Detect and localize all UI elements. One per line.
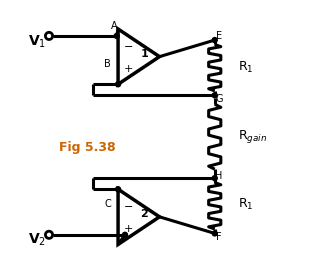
Text: R$_{gain}$: R$_{gain}$	[238, 128, 267, 145]
Circle shape	[212, 231, 217, 236]
Text: 2: 2	[140, 209, 148, 219]
Text: R$_1$: R$_1$	[238, 197, 254, 212]
Text: F: F	[216, 232, 222, 242]
Text: G: G	[215, 95, 223, 104]
Text: H: H	[215, 171, 223, 181]
Text: C: C	[104, 199, 111, 209]
Circle shape	[212, 38, 217, 42]
Text: V$_2$: V$_2$	[27, 231, 46, 248]
Circle shape	[115, 187, 121, 192]
Text: $-$: $-$	[123, 40, 133, 50]
Text: B: B	[104, 59, 111, 69]
Circle shape	[212, 93, 217, 98]
Text: D: D	[115, 235, 123, 245]
Text: 1: 1	[140, 49, 148, 59]
Circle shape	[115, 82, 121, 87]
Text: A: A	[111, 21, 117, 31]
Text: $+$: $+$	[123, 223, 133, 234]
Text: $-$: $-$	[123, 200, 133, 210]
Circle shape	[114, 33, 119, 39]
Text: E: E	[216, 31, 222, 41]
Circle shape	[212, 176, 217, 181]
Text: R$_1$: R$_1$	[238, 60, 254, 75]
Text: V$_1$: V$_1$	[27, 33, 46, 50]
Text: $+$: $+$	[123, 63, 133, 74]
Circle shape	[122, 232, 128, 237]
Text: Fig 5.38: Fig 5.38	[59, 141, 115, 154]
